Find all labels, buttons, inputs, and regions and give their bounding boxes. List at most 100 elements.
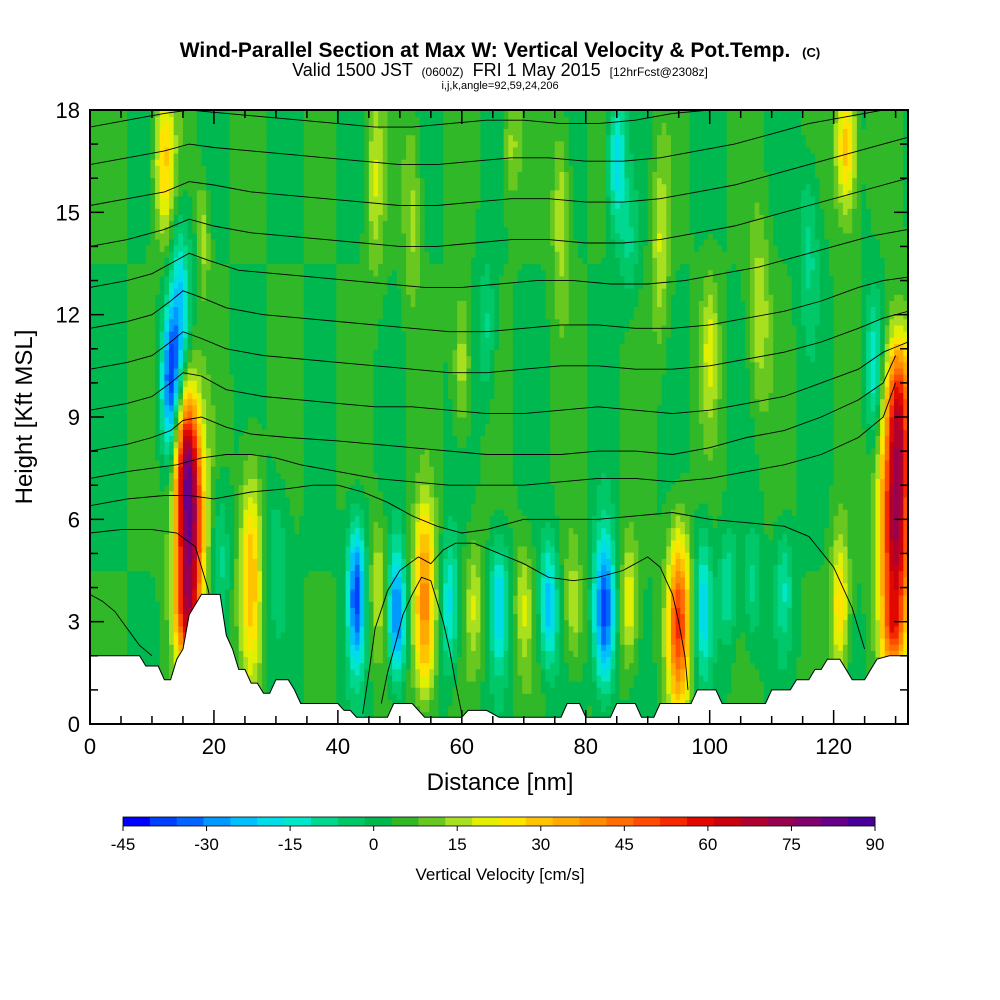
field-cell [299,251,304,258]
field-cell [118,571,123,578]
field-cell [239,135,244,142]
field-cell [164,435,169,442]
field-cell [136,478,141,485]
field-cell [178,306,183,313]
field-cell [174,472,179,479]
field-cell [276,135,281,142]
field-cell [239,534,244,541]
field-cell [109,485,114,492]
field-cell [127,288,132,295]
field-cell [295,178,300,185]
field-cell [215,159,220,166]
field-cell [155,239,160,246]
field-cell [253,147,258,154]
field-cell [262,454,267,461]
field-cell [248,460,253,467]
field-cell [155,583,160,590]
field-cell [104,466,109,473]
field-cell [220,116,225,123]
field-cell [220,528,225,535]
field-cell [248,601,253,608]
field-cell [188,202,193,209]
field-cell [308,288,313,295]
field-cell [290,448,295,455]
field-cell [150,509,155,516]
field-cell [304,239,309,246]
field-cell [127,251,132,258]
field-cell [136,208,141,215]
field-cell [169,276,174,283]
field-cell [281,141,286,148]
field-cell [197,128,202,135]
field-cell [192,497,197,504]
field-cell [253,257,258,264]
field-cell [113,257,118,264]
field-cell [243,343,248,350]
field-cell [202,245,207,252]
field-cell [109,491,114,498]
field-cell [253,656,258,663]
field-cell [206,276,211,283]
field-cell [164,497,169,504]
field-cell [109,638,114,645]
field-cell [136,405,141,412]
field-cell [239,153,244,160]
field-cell [262,448,267,455]
field-cell [253,478,258,485]
field-cell [127,294,132,301]
field-cell [243,497,248,504]
field-cell [271,521,276,528]
field-cell [262,626,267,633]
field-cell [136,147,141,154]
field-cell [271,644,276,651]
field-cell [211,331,216,338]
field-cell [109,571,114,578]
field-cell [188,571,193,578]
field-cell [318,607,323,614]
field-cell [192,165,197,172]
field-cell [164,306,169,313]
field-cell [239,656,244,663]
field-cell [290,196,295,203]
field-cell [118,257,123,264]
field-cell [239,239,244,246]
field-cell [118,147,123,154]
field-cell [313,159,318,166]
field-cell [234,356,239,363]
field-cell [155,558,160,565]
field-cell [295,491,300,498]
field-cell [248,399,253,406]
field-cell [248,564,253,571]
field-cell [234,546,239,553]
field-cell [299,343,304,350]
field-cell [188,349,193,356]
field-cell [225,276,230,283]
field-cell [109,190,114,197]
field-cell [197,429,202,436]
field-cell [109,325,114,332]
field-cell [253,245,258,252]
field-cell [295,233,300,240]
field-cell [109,184,114,191]
field-cell [290,571,295,578]
field-cell [229,122,234,129]
field-cell [299,620,304,627]
field-cell [234,202,239,209]
field-cell [295,442,300,449]
field-cell [239,331,244,338]
field-cell [202,306,207,313]
field-cell [295,663,300,670]
field-cell [243,663,248,670]
field-cell [146,276,151,283]
field-cell [178,564,183,571]
field-cell [160,374,165,381]
field-cell [290,110,295,117]
field-cell [248,128,253,135]
field-cell [281,171,286,178]
field-cell [136,319,141,326]
field-cell [132,386,137,393]
field-cell [308,478,313,485]
field-cell [281,368,286,375]
field-cell [215,178,220,185]
field-cell [308,577,313,584]
